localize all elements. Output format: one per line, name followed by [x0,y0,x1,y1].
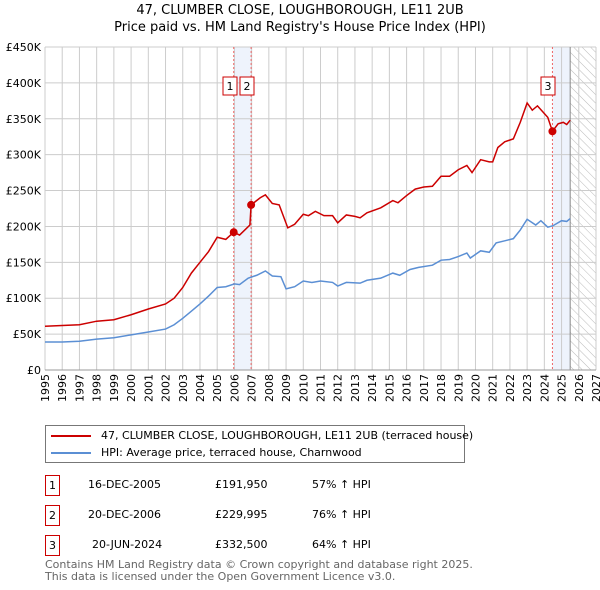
y-tick-label: £50K [13,328,42,341]
y-tick-label: £300K [6,149,42,162]
legend-swatch-red [51,434,91,437]
x-tick-label: 2010 [297,374,310,402]
y-tick-label: £400K [6,77,42,90]
x-tick-label: 2009 [280,374,293,402]
x-tick-label: 2021 [487,374,500,402]
sale-date: 20-JUN-2024 [92,538,163,551]
sale-date: 20-DEC-2006 [88,508,162,521]
price-chart: 1995 1996 1997 1998 1999 2000 2001 2002 2003 2004… [6,41,600,402]
x-tick-label: 2020 [469,374,482,402]
x-tick-label: 2026 [573,374,586,402]
x-tick-label: 1996 [56,374,69,402]
hpi-line [45,217,571,343]
x-tick-label: 2023 [521,374,534,402]
legend: 47, CLUMBER CLOSE, LOUGHBOROUGH, LE11 2U… [45,425,473,463]
chart-title: 47, CLUMBER CLOSE, LOUGHBOROUGH, LE11 2U… [136,3,464,18]
x-tick-label: 2004 [194,374,207,402]
sale-hpi-delta: 64% ↑ HPI [312,538,371,551]
y-tick-label: £450K [6,41,42,54]
sale-hpi-delta: 57% ↑ HPI [312,478,371,491]
x-tick-label: 1998 [91,374,104,402]
sale-row: 3 20-JUN-2024 £332,500 64% ↑ HPI [45,535,465,556]
x-tick-label: 2027 [590,374,600,402]
y-tick-label: £0 [27,364,41,377]
sale-marker-badge: 3 [45,535,60,556]
x-tick-label: 2002 [160,374,173,402]
x-tick-label: 2007 [246,374,259,402]
sale-hpi-delta: 76% ↑ HPI [312,508,371,521]
sale-period-band [233,47,252,370]
x-tick-label: 1997 [73,374,86,402]
x-tick-label: 2000 [125,374,138,402]
sale-date: 16-DEC-2005 [88,478,162,491]
footer-line: Contains HM Land Registry data © Crown c… [45,558,473,571]
sale-point [548,127,557,136]
legend-item-hpi: HPI: Average price, terraced house, Char… [51,446,362,459]
sale-row: 1 16-DEC-2005 £191,950 57% ↑ HPI [45,475,465,496]
sale-label: 2 [244,80,251,93]
sale-label: 1 [227,80,234,93]
sale-row: 2 20-DEC-2006 £229,995 76% ↑ HPI [45,505,465,526]
forecast-hatch [570,47,596,370]
sale-label-box [239,76,255,96]
y-tick-label: £350K [6,113,42,126]
sale-label-box [540,76,556,96]
x-tick-label: 2006 [228,374,241,402]
x-tick-label: 2025 [556,374,569,402]
footer: Contains HM Land Registry data © Crown c… [45,559,473,583]
sale-marker-badge: 2 [45,505,60,526]
sale-point [229,228,238,237]
x-tick-label: 2011 [315,374,328,402]
sale-label: 3 [545,80,552,93]
sale-price: £191,950 [215,478,268,491]
x-tick-label: 2008 [263,374,276,402]
footer-line: This data is licensed under the Open Gov… [45,570,396,583]
legend-item-property: 47, CLUMBER CLOSE, LOUGHBOROUGH, LE11 2U… [51,429,473,442]
x-tick-label: 2005 [211,374,224,402]
x-tick-label: 2015 [383,374,396,402]
x-tick-label: 2001 [142,374,155,402]
chart-subtitle: Price paid vs. HM Land Registry's House … [114,20,486,35]
x-tick-label: 2016 [401,374,414,402]
x-tick-label: 1999 [108,374,121,402]
sale-price: £332,500 [215,538,268,551]
y-tick-label: £150K [6,256,42,269]
x-tick-label: 2022 [504,374,517,402]
x-tick-label: 2018 [435,374,448,402]
x-tick-label: 2013 [349,374,362,402]
y-tick-label: £100K [6,292,42,305]
sale-price: £229,995 [215,508,268,521]
x-tick-label: 2003 [177,374,190,402]
legend-swatch-blue [51,451,91,454]
x-tick-label: 2012 [332,374,345,402]
sale-marker-badge: 1 [45,475,60,496]
x-tick-label: 2019 [452,374,465,402]
y-tick-label: £200K [6,220,42,233]
x-tick-label: 2014 [366,374,379,402]
x-tick-label: 2017 [418,374,431,402]
sale-point [247,200,256,209]
legend-label: HPI: Average price, terraced house, Char… [101,446,362,459]
x-tick-label: 1995 [39,374,52,402]
property-price-line [44,101,571,327]
x-tick-label: 2024 [538,374,551,402]
y-tick-label: £250K [6,185,42,198]
legend-label: 47, CLUMBER CLOSE, LOUGHBOROUGH, LE11 2U… [101,429,474,442]
sale-label-box [222,76,238,96]
